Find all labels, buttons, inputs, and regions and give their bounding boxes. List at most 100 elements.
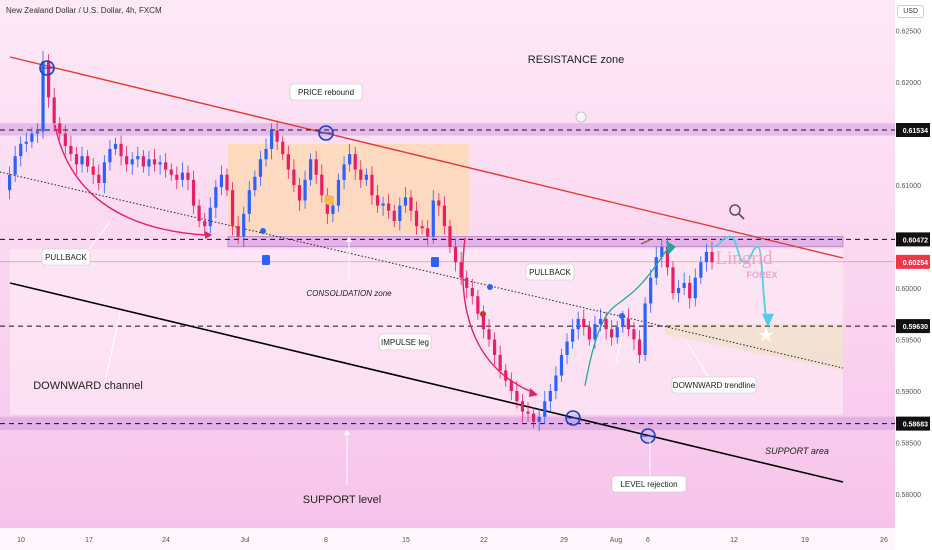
candle-body [671, 267, 675, 294]
candle-body [219, 174, 224, 188]
candle-body [225, 174, 229, 191]
candle-body [74, 154, 79, 165]
candle-body [688, 282, 692, 299]
candle-body [571, 329, 575, 342]
level-price-tag [896, 254, 930, 269]
star-icon [758, 327, 774, 342]
candle-body [532, 413, 536, 422]
candle-body [710, 251, 714, 263]
candle-body [660, 246, 664, 258]
symbol-title: New Zealand Dollar / U.S. Dollar, 4h, FX… [6, 6, 162, 15]
candle-body [203, 221, 207, 227]
pullback-left-label: PULLBACK [45, 253, 87, 262]
watermark-brand: Lingrid [716, 248, 773, 269]
candle-body [236, 226, 240, 237]
candle-body [242, 213, 246, 237]
candle-body [704, 251, 709, 263]
candle-body [682, 282, 686, 288]
consolidation-zone-label: CONSOLIDATION zone [306, 289, 392, 298]
annotation-leader [615, 332, 624, 363]
candle-body [403, 197, 407, 206]
candle-body [30, 133, 34, 142]
candle-body [359, 169, 363, 180]
pullback-right-label: PULLBACK [529, 268, 571, 277]
level-price-tag [896, 232, 930, 247]
x-tick-label: 26 [880, 537, 888, 544]
candle-body [164, 162, 168, 170]
candle-body [593, 324, 597, 340]
candle-body [91, 166, 95, 175]
candle-body [69, 145, 73, 155]
candle-body [543, 401, 547, 417]
impulse-leg-label: IMPULSE leg [381, 338, 429, 347]
y-tick-label: 0.61000 [896, 183, 921, 190]
downward-trendline [0, 171, 844, 369]
candle-body [448, 226, 452, 247]
candle-body [264, 148, 268, 160]
lightning-icon [480, 311, 486, 317]
candle-body [230, 190, 235, 227]
candle-body [437, 200, 441, 206]
y-tick-label: 0.59500 [896, 337, 921, 344]
candle-body [559, 354, 564, 376]
currency-button[interactable]: USD [897, 5, 924, 18]
leader-arrowhead [344, 430, 350, 435]
candle-body [275, 130, 279, 142]
pullback-curve-arrow [54, 124, 206, 236]
leader-arrowhead [346, 237, 352, 242]
candle-body [665, 246, 670, 268]
candle-body [604, 318, 608, 330]
pullback-curve-arrowhead [205, 231, 212, 239]
candle-body [431, 200, 435, 237]
x-tick-label: 17 [85, 537, 93, 544]
level-price-tag-text: 0.61534 [903, 128, 928, 135]
x-tick-label: 29 [560, 537, 568, 544]
candle-body [654, 257, 658, 278]
candle-body [565, 341, 569, 355]
candle-body [576, 318, 580, 330]
hammer-icon [640, 239, 651, 245]
x-tick-label: 22 [480, 537, 488, 544]
impulse-curve-arrow [462, 237, 533, 393]
candle-body [136, 156, 140, 160]
candle-body [453, 246, 458, 263]
magnifier-icon [729, 204, 741, 216]
level-rejection-label: LEVEL rejection [620, 480, 677, 489]
candle-body [526, 411, 530, 414]
pullback-right-label-box [525, 263, 575, 281]
candle-body [247, 190, 251, 214]
downward-trendline-label-box [671, 376, 757, 394]
x-tick-label: 6 [646, 537, 650, 544]
candle-body [426, 228, 430, 237]
x-tick-label: Aug [610, 537, 623, 544]
candle-body [476, 296, 480, 314]
candle-body [24, 141, 28, 144]
support-area-label: SUPPORT area [765, 446, 829, 456]
recovery-curve [584, 244, 671, 386]
candle-body [46, 61, 51, 98]
candle-body [336, 179, 341, 206]
candle-body [342, 164, 346, 180]
candle-body [676, 287, 681, 294]
candle-body [615, 327, 619, 338]
price-axis-panel [895, 0, 932, 550]
y-tick-label: 0.62000 [896, 80, 921, 87]
candle-body [582, 318, 586, 328]
candle-body [152, 159, 157, 165]
trendline-touch-dot [619, 313, 625, 319]
alert-icon [575, 111, 587, 123]
candle-body [598, 318, 603, 325]
candle-body [35, 131, 40, 134]
candle-body [125, 156, 129, 165]
candle-body [375, 195, 380, 206]
candle-body [470, 287, 474, 297]
level-price-tag [896, 319, 930, 334]
x-tick-label: 15 [402, 537, 410, 544]
candle-body [481, 313, 486, 330]
candle-body [113, 143, 118, 149]
trendline-touch-dot [260, 228, 266, 234]
candle-body [102, 162, 106, 183]
candle-body [509, 380, 513, 391]
candle-body [281, 141, 285, 155]
